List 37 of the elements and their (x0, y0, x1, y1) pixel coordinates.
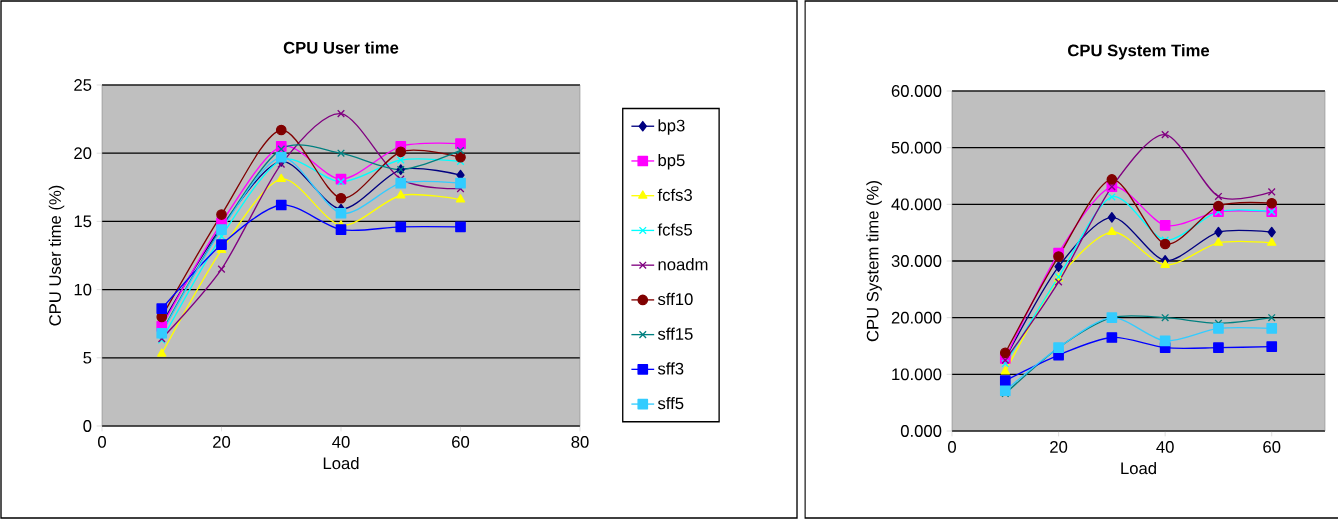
y-tick-label: 10.000 (892, 368, 942, 381)
legend-label: bp5 (658, 153, 685, 170)
x-tick-label: 80 (571, 436, 589, 448)
chart-title: CPU System Time (1068, 44, 1210, 60)
legend-label: sff15 (657, 327, 693, 340)
y-tick-label: 15 (74, 215, 92, 228)
legend-label: fcfs3 (657, 188, 692, 201)
y-axis-title: CPU System time (%) (866, 181, 882, 342)
y-tick-label: 30.000 (891, 255, 942, 267)
y-axis-title: CPU User time (%) (48, 185, 65, 326)
x-axis-title: Load (1121, 461, 1156, 475)
y-tick-label: 20 (74, 147, 92, 160)
x-tick-label: 0 (98, 436, 106, 448)
x-tick-label: 60 (1263, 441, 1281, 453)
x-tick-label: 40 (1156, 441, 1174, 453)
y-tick-label: 60.000 (891, 85, 942, 97)
y-tick-label: 5 (83, 351, 92, 364)
x-tick-label: 60 (452, 436, 470, 448)
legend-label: sff10 (657, 292, 693, 306)
y-tick-label: 10 (74, 283, 92, 296)
y-tick-label: 50.000 (891, 141, 942, 154)
legend-label: fcfs5 (657, 223, 692, 236)
y-tick-label: 20.000 (891, 311, 942, 324)
y-tick-label: 25 (74, 79, 92, 91)
y-tick-label: 40.000 (891, 198, 942, 211)
legend-label: noadm (658, 258, 708, 271)
chart-title: CPU User time (283, 41, 399, 54)
legend-label: sff5 (657, 397, 684, 410)
x-tick-label: 40 (332, 436, 350, 448)
x-axis-title: Load (323, 456, 359, 470)
legend-label: bp3 (658, 119, 685, 135)
y-tick-label: 0 (83, 420, 92, 432)
x-tick-label: 0 (948, 441, 956, 453)
y-tick-label: 0.000 (900, 425, 942, 437)
x-tick-label: 20 (1050, 441, 1068, 453)
x-tick-label: 20 (213, 436, 231, 448)
legend-label: sff3 (657, 362, 684, 375)
